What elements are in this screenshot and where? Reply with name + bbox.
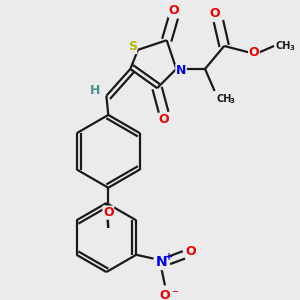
- Text: 3: 3: [230, 98, 235, 103]
- Text: N: N: [155, 255, 167, 269]
- Text: CH: CH: [276, 41, 291, 51]
- Text: +: +: [165, 252, 173, 262]
- Text: O: O: [103, 206, 114, 219]
- Text: O: O: [158, 113, 169, 126]
- Text: CH: CH: [217, 94, 232, 104]
- Text: ⁻: ⁻: [171, 289, 178, 300]
- Text: O: O: [168, 4, 179, 17]
- Text: O: O: [209, 7, 220, 20]
- Text: O: O: [185, 245, 196, 258]
- Text: S: S: [128, 40, 137, 53]
- Text: 3: 3: [289, 45, 294, 51]
- Text: N: N: [176, 64, 186, 77]
- Text: O: O: [160, 289, 170, 300]
- Text: O: O: [249, 46, 259, 59]
- Text: H: H: [90, 85, 100, 98]
